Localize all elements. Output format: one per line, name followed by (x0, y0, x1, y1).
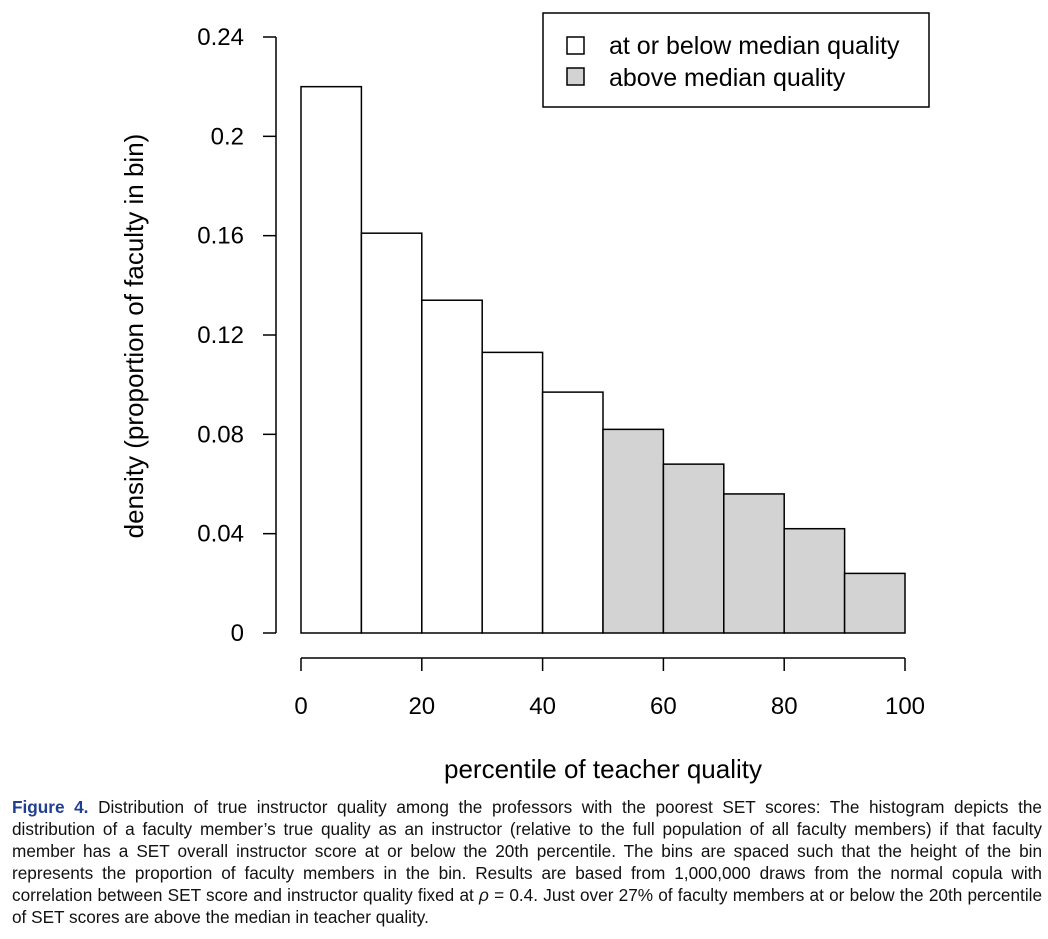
y-tick-label: 0.12 (197, 322, 244, 349)
y-axis-title: density (proportion of faculty in bin) (119, 134, 149, 539)
y-tick-label: 0.16 (197, 223, 244, 250)
legend-swatch-above (566, 67, 585, 86)
legend-box (542, 12, 930, 108)
x-tick-label: 40 (529, 693, 556, 720)
legend: at or below median quality above median … (542, 12, 930, 108)
y-tick-label: 0.2 (211, 123, 244, 150)
legend-label-above: above median quality (609, 64, 846, 92)
x-tick-label: 80 (771, 693, 798, 720)
histogram-bar (421, 299, 483, 634)
histogram-bar (723, 493, 785, 634)
x-tick-label: 20 (408, 693, 435, 720)
caption-rho: ρ (479, 885, 489, 905)
histogram-bar (662, 463, 725, 634)
x-tick-label: 0 (294, 693, 307, 720)
legend-label-below: at or below median quality (609, 32, 900, 60)
histogram-bar (360, 232, 423, 634)
histogram-bar (541, 391, 604, 634)
histogram-bar (783, 527, 846, 634)
figure-caption: Figure 4. Distribution of true instructo… (12, 796, 1042, 928)
histogram-bars (300, 85, 906, 634)
x-axis: 0 20 40 60 80 100 (294, 657, 925, 720)
histogram-bar (843, 572, 906, 634)
figure-label: Figure 4. (12, 797, 89, 817)
histogram-chart: 0 0.04 0.08 0.12 0.16 0.2 0.24 0 20 40 60 80 100 de… (119, 12, 930, 784)
y-tick-label: 0 (231, 620, 244, 647)
caption-text-1: Distribution of true instructor quality … (12, 797, 1042, 905)
y-axis: 0 0.04 0.08 0.12 0.16 0.2 0.24 (197, 24, 277, 647)
histogram-bar (481, 351, 544, 634)
histogram-bar (602, 428, 665, 634)
x-axis-title: percentile of teacher quality (444, 754, 762, 784)
legend-swatch-below (566, 36, 585, 55)
y-tick-label: 0.08 (197, 421, 244, 448)
caption-text-2: . Just over 27% of faculty members at or… (12, 885, 1043, 927)
histogram-bar (300, 85, 363, 634)
caption-rho-value: = 0.4 (488, 885, 534, 905)
y-tick-label: 0.24 (197, 24, 244, 51)
x-tick-label: 100 (885, 693, 925, 720)
x-tick-label: 60 (650, 693, 677, 720)
y-tick-label: 0.04 (197, 521, 244, 548)
